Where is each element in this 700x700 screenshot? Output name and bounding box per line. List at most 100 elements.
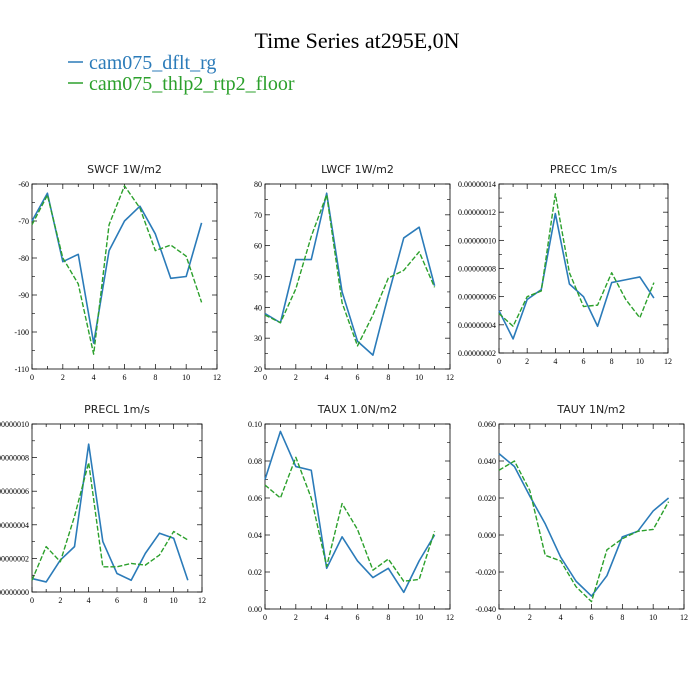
x-tick-label: 12 — [680, 613, 688, 622]
y-tick-label: 80 — [254, 180, 262, 189]
y-tick-label: 20 — [254, 365, 262, 374]
x-tick-label: 10 — [649, 613, 657, 622]
x-tick-label: 2 — [58, 596, 62, 605]
y-tick-label: 0.10 — [248, 420, 262, 429]
y-tick-label: -70 — [18, 217, 29, 226]
plot-frame — [31, 183, 218, 370]
x-tick-label: 12 — [198, 596, 206, 605]
y-tick-label: -0.040 — [475, 605, 496, 614]
series-line-2 — [498, 460, 670, 603]
x-tick-label: 4 — [559, 613, 563, 622]
y-tick-label: -100 — [14, 328, 29, 337]
y-tick-label: 0.08 — [248, 457, 262, 466]
x-tick-label: 8 — [153, 373, 157, 382]
x-tick-label: 10 — [415, 613, 423, 622]
x-tick-label: 8 — [143, 596, 147, 605]
x-tick-label: 0 — [30, 596, 34, 605]
y-tick-label: 0.00000002 — [0, 554, 29, 563]
x-tick-label: 8 — [610, 357, 614, 366]
y-tick-label: 0.00000010 — [458, 236, 496, 245]
x-tick-label: 0 — [263, 613, 267, 622]
x-tick-label: 6 — [582, 357, 586, 366]
y-tick-label: 0.06 — [248, 494, 262, 503]
legend: cam075_dflt_rg cam075_thlp2_rtp2_floor — [68, 52, 295, 95]
y-tick-label: 0.04 — [248, 531, 262, 540]
panel-6: TAUY 1N/m2 0 2 4 6 8 10 12 -0.040 -0.020 0.000 0.02… — [475, 403, 688, 622]
legend-label-thlp2: cam075_thlp2_rtp2_floor — [89, 73, 295, 95]
x-tick-label: 4 — [87, 596, 91, 605]
y-tick-label: 60 — [254, 242, 262, 251]
x-tick-label: 12 — [446, 613, 454, 622]
x-tick-label: 6 — [356, 613, 360, 622]
y-tick-label: -0.020 — [475, 568, 496, 577]
y-tick-label: 0.00000002 — [458, 349, 496, 358]
series-line-1 — [498, 212, 655, 340]
y-tick-label: 0.060 — [478, 420, 496, 429]
series-line-1 — [264, 192, 436, 356]
y-tick-label: 0.00000010 — [0, 420, 29, 429]
legend-label-dflt: cam075_dflt_rg — [89, 52, 216, 74]
series-line-2 — [498, 193, 655, 327]
x-tick-label: 8 — [620, 613, 624, 622]
y-tick-label: 70 — [254, 211, 262, 220]
y-tick-label: 0.00000008 — [458, 265, 496, 274]
plot-frame — [498, 183, 669, 354]
y-tick-label: 40 — [254, 303, 262, 312]
x-tick-label: 6 — [590, 613, 594, 622]
panel-2: LWCF 1W/m2 0 2 4 6 8 10 12 20 30 40 50 60 70 80 — [254, 163, 454, 382]
y-tick-label: 50 — [254, 273, 262, 282]
y-tick-label: 0.00000014 — [458, 180, 496, 189]
x-tick-label: 12 — [664, 357, 672, 366]
x-tick-label: 6 — [115, 596, 119, 605]
y-tick-label: -60 — [18, 180, 29, 189]
panel-title: PRECC 1m/s — [550, 163, 618, 176]
x-tick-label: 4 — [92, 373, 96, 382]
x-tick-label: 4 — [553, 357, 557, 366]
y-tick-label: 0.020 — [478, 494, 496, 503]
x-tick-label: 0 — [497, 613, 501, 622]
y-tick-label: 0.040 — [478, 457, 496, 466]
y-tick-label: -110 — [15, 365, 29, 374]
series-line-2 — [31, 185, 203, 355]
x-tick-label: 2 — [528, 613, 532, 622]
y-tick-label: 0.00000006 — [0, 487, 29, 496]
x-tick-label: 6 — [123, 373, 127, 382]
panels: SWCF 1W/m2 0 2 4 6 8 10 12 -110 -100 -90 -80 -70 -60 L… — [0, 163, 688, 622]
x-tick-label: 12 — [446, 373, 454, 382]
panel-title: PRECL 1m/s — [84, 403, 150, 416]
series-line-2 — [264, 194, 436, 347]
series-line-2 — [31, 461, 189, 581]
x-tick-label: 8 — [386, 613, 390, 622]
plot-frame — [498, 423, 685, 610]
figure-title: Time Series at295E,0N — [254, 28, 459, 53]
y-tick-label: 0.02 — [248, 568, 262, 577]
x-tick-label: 0 — [263, 373, 267, 382]
plot-frame — [31, 423, 203, 593]
x-tick-label: 0 — [30, 373, 34, 382]
y-tick-label: 0.00000004 — [458, 321, 496, 330]
y-tick-label: 30 — [254, 334, 262, 343]
x-tick-label: 10 — [182, 373, 190, 382]
y-tick-label: 0.00 — [248, 605, 262, 614]
y-tick-label: -90 — [18, 291, 29, 300]
y-tick-label: -80 — [18, 254, 29, 263]
series-line-1 — [264, 430, 436, 594]
y-tick-label: 0.00000004 — [0, 521, 29, 530]
x-tick-label: 0 — [497, 357, 501, 366]
panel-title: TAUY 1N/m2 — [556, 403, 625, 416]
x-tick-label: 2 — [294, 373, 298, 382]
panel-title: LWCF 1W/m2 — [321, 163, 394, 176]
panel-1: SWCF 1W/m2 0 2 4 6 8 10 12 -110 -100 -90 -80 -70 -60 — [14, 163, 221, 382]
x-tick-label: 10 — [636, 357, 644, 366]
plot-frame — [264, 423, 451, 610]
panel-title: SWCF 1W/m2 — [87, 163, 162, 176]
series-line-2 — [264, 456, 436, 582]
panel-title: TAUX 1.0N/m2 — [317, 403, 398, 416]
y-tick-label: 0.000 — [478, 531, 496, 540]
series-line-1 — [31, 192, 203, 344]
x-tick-label: 10 — [170, 596, 178, 605]
y-tick-label: 0.00000008 — [0, 454, 29, 463]
